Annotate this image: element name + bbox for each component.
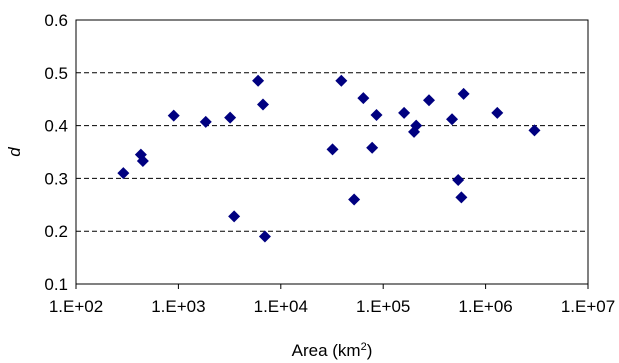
y-tick-label: 0.2 — [44, 222, 68, 241]
data-point — [370, 109, 383, 122]
data-point — [422, 94, 435, 107]
data-point — [335, 74, 348, 87]
data-point — [117, 167, 130, 180]
x-tick-label: 1.E+02 — [49, 297, 103, 316]
x-tick-label: 1.E+03 — [151, 297, 205, 316]
data-point — [167, 109, 180, 122]
data-point — [398, 106, 411, 119]
data-point — [228, 210, 241, 223]
data-point — [258, 230, 271, 243]
y-tick-label: 0.4 — [44, 117, 68, 136]
x-tick-label: 1.E+06 — [458, 297, 512, 316]
data-point — [357, 92, 370, 105]
x-axis-label-main: Area (km — [292, 341, 361, 360]
x-axis-label-end: ) — [367, 341, 373, 360]
data-point — [256, 98, 269, 111]
gridlines — [76, 72, 588, 232]
plot-area-frame — [75, 19, 589, 285]
x-tick-label: 1.E+04 — [254, 297, 308, 316]
x-tick-label: 1.E+05 — [356, 297, 410, 316]
data-point — [199, 115, 212, 128]
x-axis-label-superscript: 2 — [361, 341, 367, 353]
x-axis-tick-labels: 1.E+02 1.E+03 1.E+04 1.E+05 1.E+06 1.E+07 — [49, 284, 615, 316]
data-point — [491, 106, 504, 119]
data-point — [224, 111, 237, 124]
data-point — [528, 124, 541, 137]
data-point — [366, 141, 379, 154]
data-point — [455, 191, 468, 204]
y-tick-label: 0.3 — [44, 169, 68, 188]
data-point — [446, 113, 459, 126]
data-point — [252, 74, 265, 87]
y-axis-label: d — [5, 147, 24, 157]
data-points — [117, 74, 541, 243]
data-point — [326, 143, 339, 156]
y-tick-label: 0.5 — [44, 64, 68, 83]
data-point — [410, 119, 423, 132]
data-point — [452, 173, 465, 186]
y-tick-label: 0.1 — [44, 275, 68, 294]
x-axis-label: Area (km2) — [292, 341, 373, 360]
y-axis-tick-labels: 0.1 0.2 0.3 0.4 0.5 0.6 — [44, 11, 68, 294]
x-tick-label: 1.E+07 — [561, 297, 615, 316]
data-point — [348, 193, 361, 206]
y-tick-label: 0.6 — [44, 11, 68, 30]
data-point — [136, 154, 149, 167]
data-point — [457, 87, 470, 100]
